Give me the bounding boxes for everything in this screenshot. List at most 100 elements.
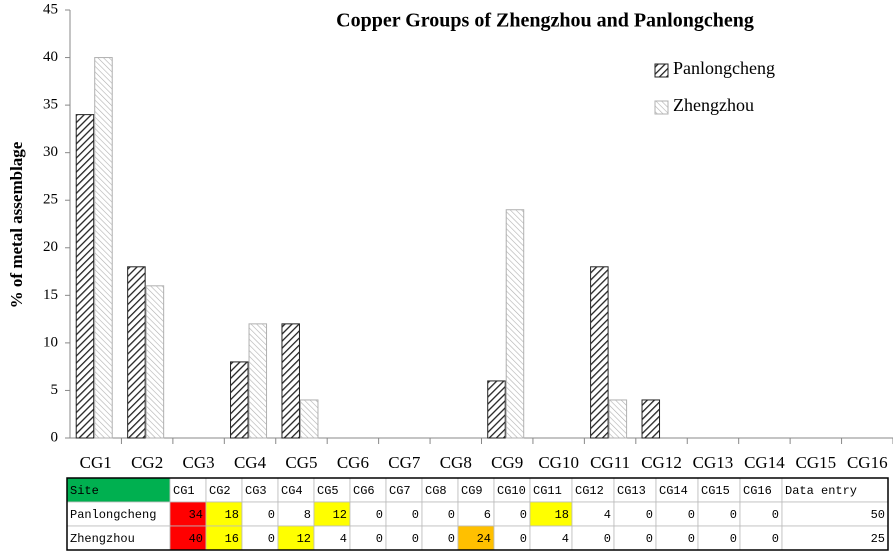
table-value: 50 <box>871 508 885 522</box>
table-cell <box>313 501 351 527</box>
table-label: Data entry <box>785 484 857 498</box>
table-value: 40 <box>189 532 203 546</box>
table-value: 12 <box>297 532 311 546</box>
table-label: CG4 <box>281 484 303 498</box>
table-value: 0 <box>688 532 695 546</box>
y-tick-label: 30 <box>43 144 58 160</box>
y-tick-label: 20 <box>43 239 58 255</box>
table-cell <box>313 525 351 551</box>
table-cell <box>457 501 495 527</box>
table-value: 0 <box>448 532 455 546</box>
x-tick-label: CG12 <box>641 453 682 472</box>
table-cell <box>241 501 279 527</box>
table-value: 0 <box>772 532 779 546</box>
table-value: 4 <box>604 508 611 522</box>
table-label: CG10 <box>497 484 526 498</box>
x-tick-label: CG5 <box>285 453 317 472</box>
x-tick-label: CG7 <box>388 453 421 472</box>
bar <box>641 399 661 439</box>
table-label: CG11 <box>533 484 562 498</box>
x-tick-label: CG16 <box>847 453 888 472</box>
y-tick-label: 10 <box>43 334 58 350</box>
bar <box>487 380 506 439</box>
table-label: CG12 <box>575 484 604 498</box>
table-cell <box>241 477 279 503</box>
x-tick-label: CG15 <box>796 453 837 472</box>
table-value: 18 <box>225 508 239 522</box>
table-label: CG3 <box>245 484 267 498</box>
y-axis-label: % of metal assemblage <box>7 141 26 308</box>
table-cell <box>529 501 573 527</box>
table-cell <box>421 477 459 503</box>
table-cell <box>571 525 615 551</box>
table-value: 0 <box>730 532 737 546</box>
table-label: CG8 <box>425 484 447 498</box>
chart-title: Copper Groups of Zhengzhou and Panlongch… <box>336 10 754 32</box>
table-value: 0 <box>268 508 275 522</box>
table-value: 0 <box>520 532 527 546</box>
bar <box>608 399 628 439</box>
x-tick-label: CG14 <box>744 453 785 472</box>
legend-label: Zhengzhou <box>673 95 754 115</box>
table-label: CG13 <box>617 484 646 498</box>
table-value: 4 <box>340 532 347 546</box>
table-value: 0 <box>376 508 383 522</box>
table-cell <box>613 501 657 527</box>
table-label: CG16 <box>743 484 772 498</box>
table-value: 12 <box>333 508 347 522</box>
table-cell <box>349 477 387 503</box>
bar <box>248 323 268 439</box>
table-cell <box>421 525 459 551</box>
bar <box>127 266 146 439</box>
table-cell <box>571 477 615 503</box>
bar <box>145 285 165 439</box>
table-cell <box>493 525 531 551</box>
table-cell <box>529 477 573 503</box>
table-cell <box>205 501 243 527</box>
table-value: 0 <box>646 508 653 522</box>
table-label: CG14 <box>659 484 688 498</box>
table-value: 0 <box>412 532 419 546</box>
legend-swatch <box>654 63 669 78</box>
bar <box>299 399 319 439</box>
table-value: 0 <box>772 508 779 522</box>
table-label: CG7 <box>389 484 411 498</box>
table-value: 34 <box>189 508 203 522</box>
x-tick-label: CG9 <box>491 453 523 472</box>
x-tick-label: CG13 <box>693 453 734 472</box>
table-label: Zhengzhou <box>70 532 135 546</box>
table-value: 0 <box>730 508 737 522</box>
table-cell <box>457 525 495 551</box>
table-value: 0 <box>268 532 275 546</box>
table-value: 6 <box>484 508 491 522</box>
table-value: 18 <box>555 508 569 522</box>
table-value: 24 <box>477 532 491 546</box>
table-value: 0 <box>688 508 695 522</box>
table-cell <box>421 501 459 527</box>
y-tick-label: 5 <box>51 382 59 398</box>
table-label: CG2 <box>209 484 231 498</box>
legend-swatch <box>654 100 669 115</box>
bar <box>590 266 609 439</box>
y-tick-label: 0 <box>51 429 59 445</box>
table-value: 16 <box>225 532 239 546</box>
y-tick-label: 25 <box>43 192 58 208</box>
table-value: 0 <box>604 532 611 546</box>
x-tick-label: CG4 <box>234 453 267 472</box>
table-cell <box>739 525 783 551</box>
table-label: CG5 <box>317 484 339 498</box>
y-tick-label: 45 <box>43 1 58 17</box>
x-tick-label: CG6 <box>337 453 369 472</box>
table-label: Site <box>70 484 99 498</box>
bar <box>75 114 95 439</box>
table-value: 0 <box>412 508 419 522</box>
table-value: 0 <box>646 532 653 546</box>
table-value: 0 <box>520 508 527 522</box>
table-value: 25 <box>871 532 885 546</box>
x-tick-label: CG2 <box>131 453 163 472</box>
y-tick-label: 40 <box>43 49 58 65</box>
table-cell <box>277 501 315 527</box>
table-label: CG9 <box>461 484 483 498</box>
table-value: 0 <box>376 532 383 546</box>
